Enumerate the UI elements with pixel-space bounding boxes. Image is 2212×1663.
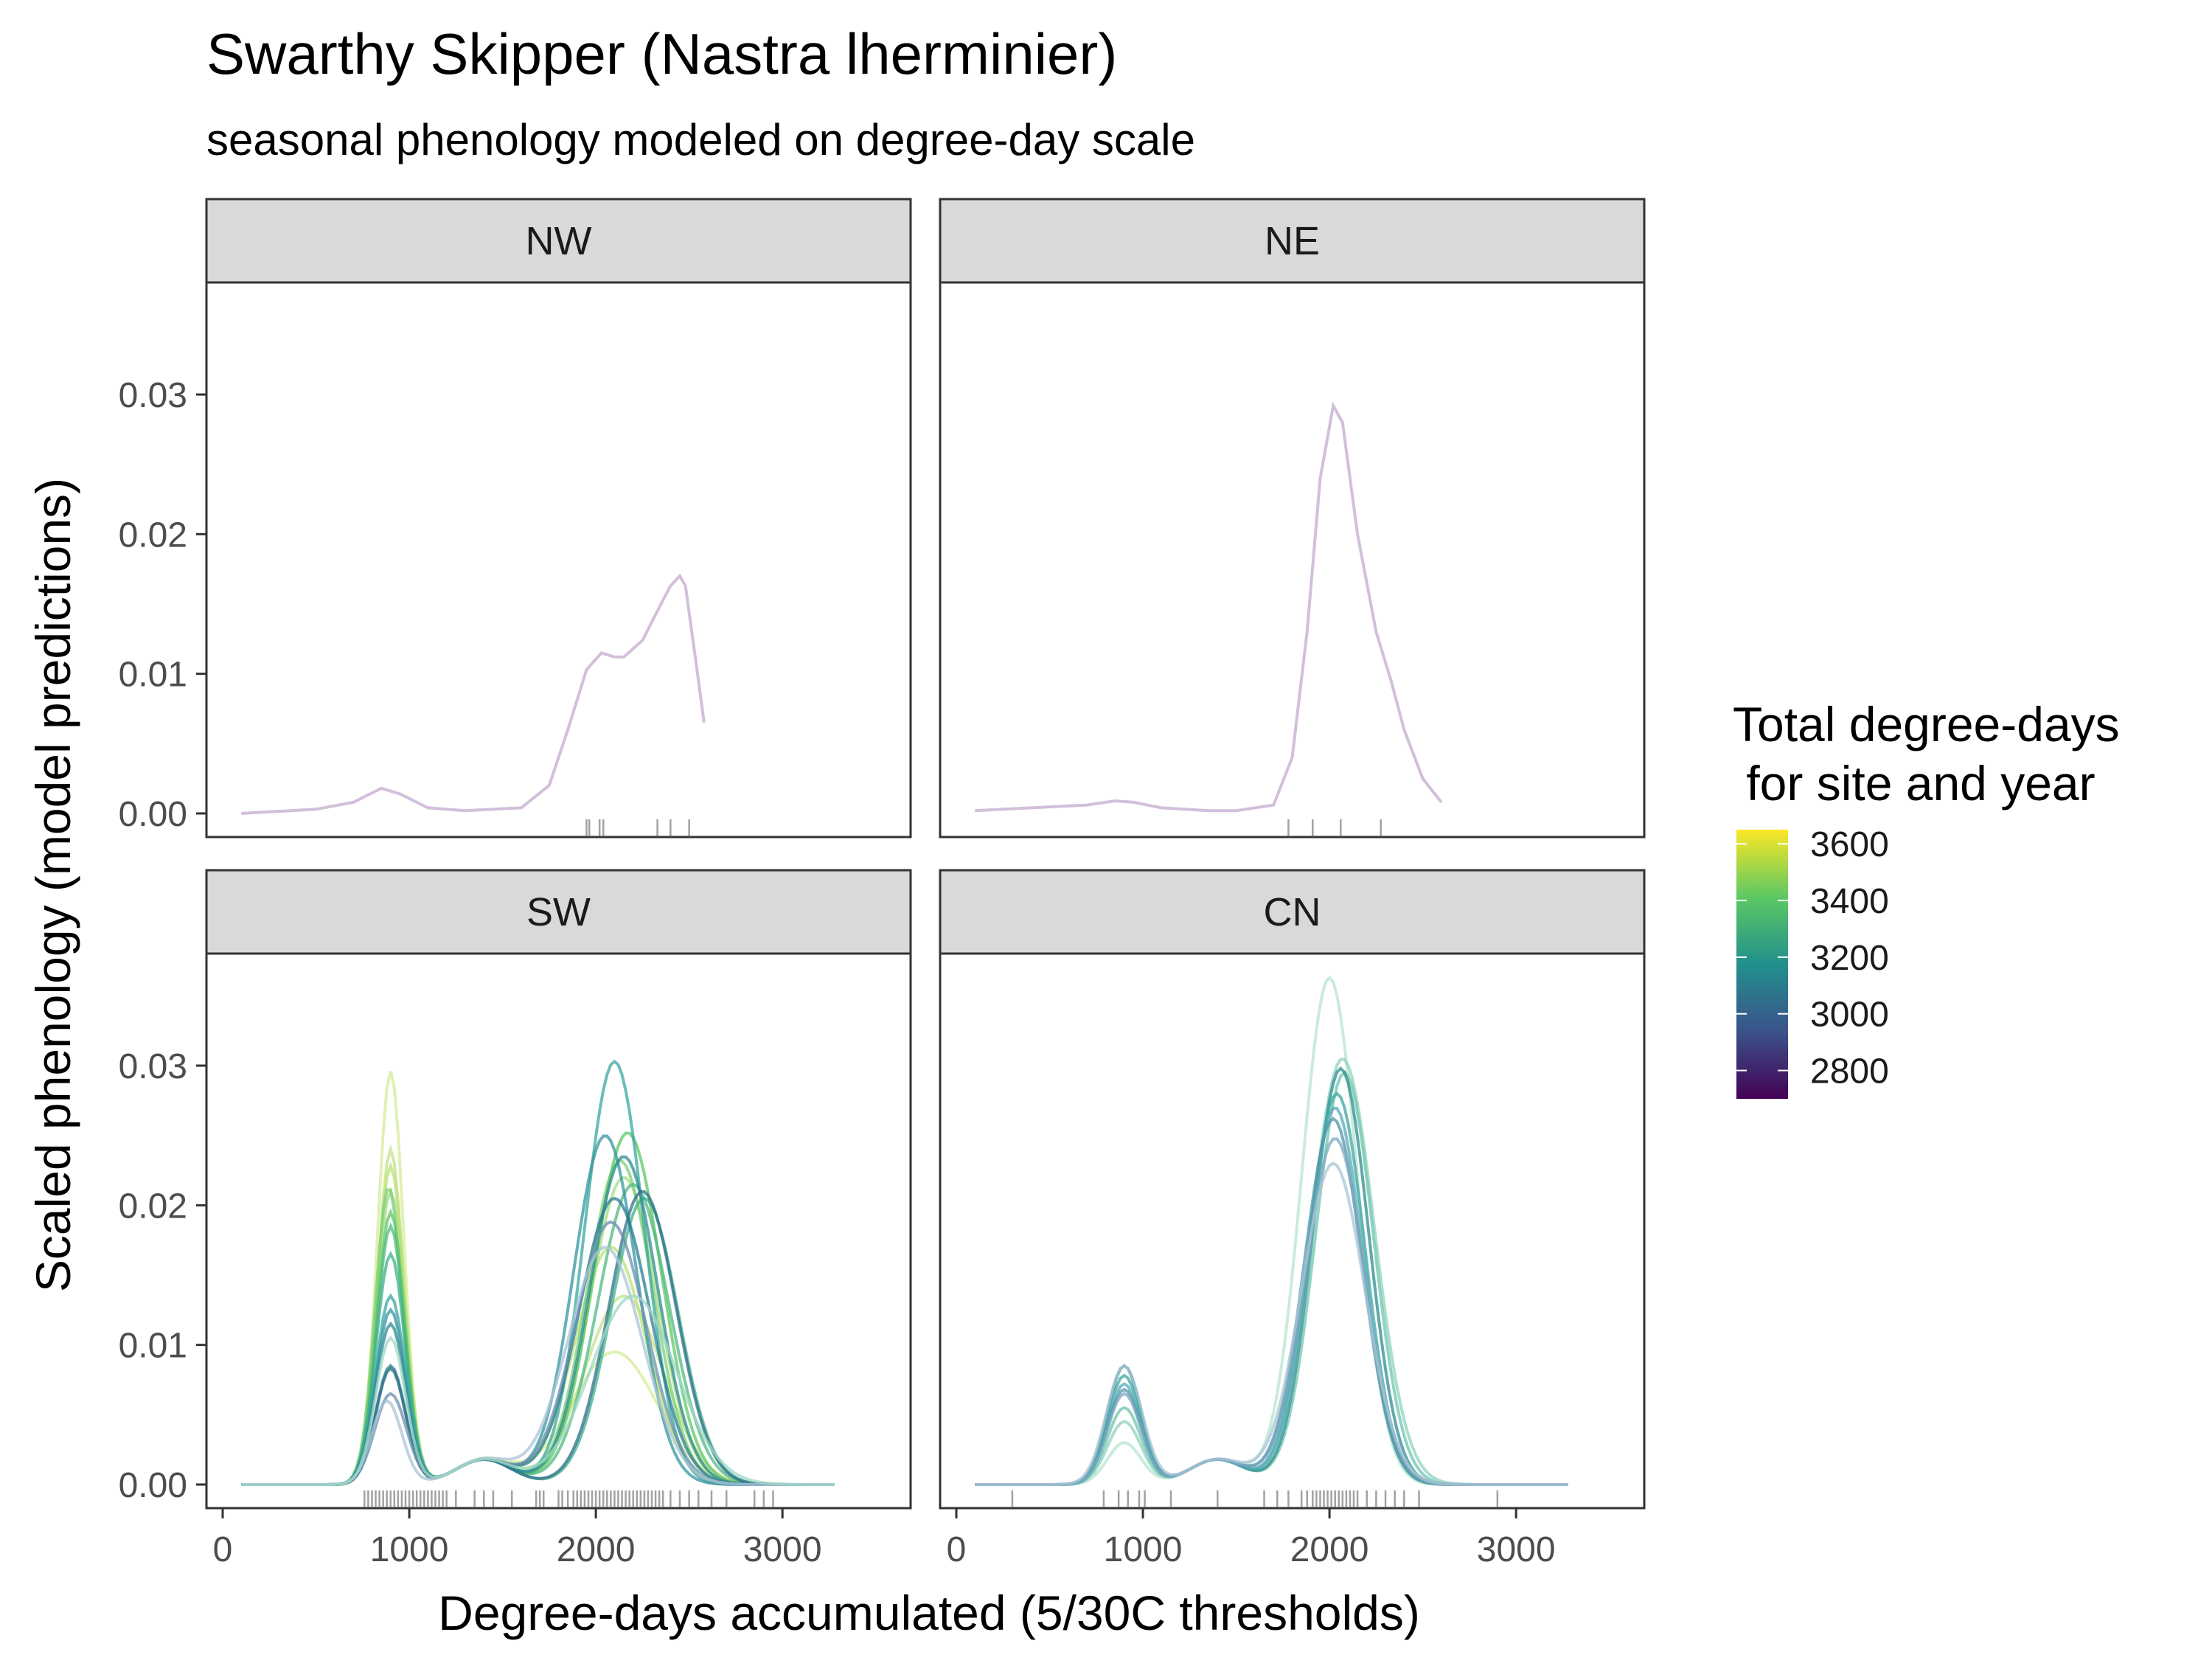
color-legend: Total degree-days for site and year 3600… — [1733, 697, 2120, 1099]
facet-panel-ne: NE — [939, 198, 1646, 839]
y-tick-label: 0.00 — [119, 795, 187, 834]
series-line — [241, 573, 706, 815]
facet-panel-nw: NW 0.00 0.01 0.02 0.03 — [119, 198, 912, 839]
x-tick-label: 0 — [213, 1530, 233, 1569]
series-group — [975, 975, 1568, 1508]
x-tick-label: 2000 — [557, 1530, 636, 1569]
facet-strip-label: CN — [1264, 890, 1321, 934]
y-tick-label: 0.03 — [119, 1047, 187, 1086]
facet-strip — [939, 869, 1646, 955]
legend-tick-label: 3600 — [1810, 825, 1889, 864]
facet-strip — [205, 869, 912, 955]
y-tick-label: 0.03 — [119, 376, 187, 415]
y-tick-label: 0.00 — [119, 1466, 187, 1505]
legend-tick-label: 3200 — [1810, 939, 1889, 978]
y-tick-label: 0.01 — [119, 1327, 187, 1366]
y-tick-label: 0.02 — [119, 1187, 187, 1226]
facet-panel-sw: SW 0.00 0.01 0.02 0.03 0 1000 2000 3000 — [119, 869, 912, 1569]
y-axis-title: Scaled phenology (model predictions) — [26, 478, 80, 1292]
y-tick-label: 0.02 — [119, 515, 187, 555]
panels-layer: NW 0.00 0.01 0.02 0.03 NE SW 0.00 0.01 0.02 0.03 0 1… — [119, 198, 1646, 1569]
series-group — [975, 401, 1443, 837]
x-tick-label: 1000 — [1104, 1530, 1183, 1569]
series-line — [975, 1162, 1568, 1486]
legend-title-line2: for site and year — [1733, 756, 2096, 810]
legend-title-line1: Total degree-days — [1733, 697, 2120, 751]
legend-tick-label: 2800 — [1810, 1052, 1889, 1091]
legend-colorbar — [1736, 830, 1788, 1099]
series-group — [241, 573, 706, 837]
legend-ticks: 3600 3400 3200 3000 2800 — [1736, 825, 1889, 1091]
legend-tick-label: 3400 — [1810, 882, 1889, 921]
x-tick-label: 0 — [947, 1530, 967, 1569]
facet-strip-label: NE — [1265, 219, 1320, 263]
panel-background — [939, 952, 1646, 1510]
facet-strip-label: SW — [526, 890, 591, 934]
facet-strip — [205, 198, 912, 284]
x-tick-label: 3000 — [1477, 1530, 1556, 1569]
legend-colorbar-rect — [1736, 830, 1788, 1099]
x-tick-label: 2000 — [1290, 1530, 1369, 1569]
y-tick-label: 0.01 — [119, 656, 187, 695]
chart-title: Swarthy Skipper (Nastra lherminier) — [206, 21, 1117, 86]
facet-strip — [939, 198, 1646, 284]
series-line — [975, 401, 1443, 813]
facet-strip-label: NW — [526, 219, 592, 263]
facet-panel-cn: CN 0 1000 2000 3000 — [939, 869, 1646, 1569]
x-tick-label: 1000 — [370, 1530, 449, 1569]
series-group — [241, 1059, 835, 1508]
legend-tick-label: 3000 — [1810, 996, 1889, 1035]
x-tick-label: 3000 — [743, 1530, 822, 1569]
chart-subtitle: seasonal phenology modeled on degree-day… — [206, 115, 1195, 164]
series-line — [241, 1294, 835, 1486]
x-axis-title: Degree-days accumulated (5/30C threshold… — [438, 1586, 1420, 1640]
panel-background — [205, 281, 912, 839]
panel-background — [939, 281, 1646, 839]
